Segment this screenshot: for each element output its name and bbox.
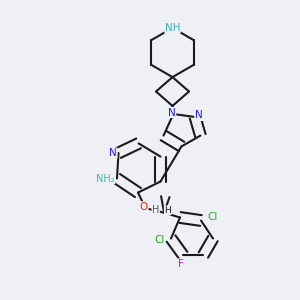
Text: H: H [164,206,171,215]
Text: O: O [140,202,148,212]
Text: N: N [168,107,176,118]
Text: N: N [109,148,117,158]
Text: Cl: Cl [207,212,218,222]
Text: N: N [195,110,203,121]
Text: NH: NH [165,23,180,33]
Text: Cl: Cl [154,235,165,245]
Text: NH₂: NH₂ [96,173,115,184]
Text: F: F [178,259,184,269]
Text: H: H [152,205,159,215]
